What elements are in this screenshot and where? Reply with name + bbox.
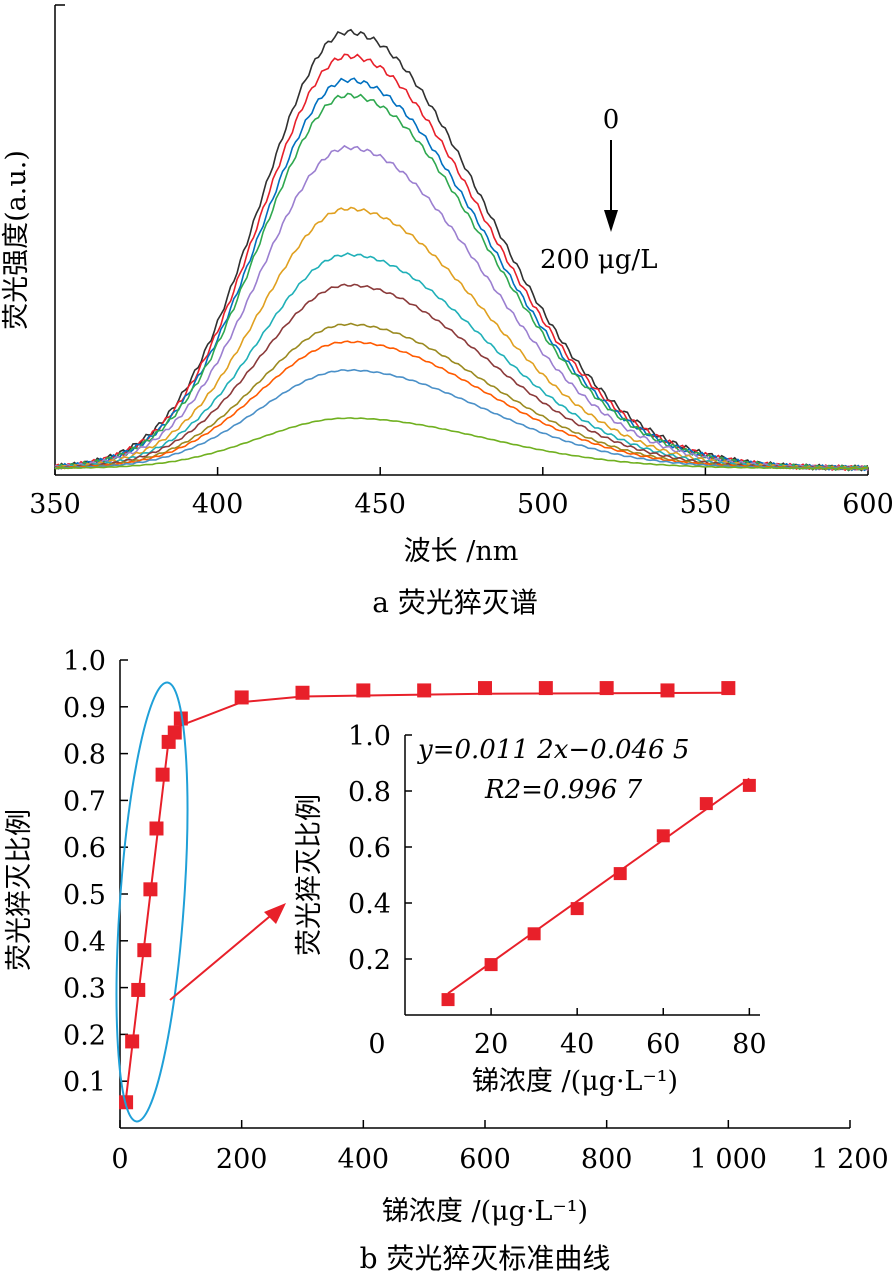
chart-a-series-line [54, 417, 868, 470]
chart-b-point [131, 982, 146, 997]
inset-point [441, 993, 455, 1007]
inset-xtick-label: 0 [368, 1029, 385, 1060]
inset-ytick-label: 0.4 [348, 889, 391, 920]
chart-a-xlabel: 波长 /nm [404, 536, 519, 567]
chart-a-xtick-label: 400 [192, 489, 244, 520]
chart-b-point [660, 683, 675, 698]
chart-b-xtick-label: 200 [216, 1144, 268, 1175]
chart-a-xtick-label: 450 [354, 489, 406, 520]
chart-a-series-line [54, 92, 869, 472]
chart-b-ticks: 0 200 400 600 800 1 000 1 2000.10.20.30.40.50.… [63, 646, 889, 1175]
inset-point [527, 927, 541, 941]
chart-a-xtick-label: 500 [517, 489, 569, 520]
chart-a-caption: a 荧光猝灭谱 [372, 586, 538, 619]
chart-a-series-line [54, 340, 869, 470]
chart-b-xtick-label: 1 200 [811, 1144, 888, 1175]
chart-b-point [721, 681, 736, 696]
chart-b-ytick-label: 0.2 [63, 1020, 106, 1051]
chart-a-annotation-bottom: 200 μg/L [540, 245, 657, 275]
chart-b-inset-pointer [169, 911, 276, 1001]
chart-b: 0 200 400 600 800 1 000 1 2000.10.20.30.40.50.… [4, 646, 889, 1275]
chart-b-ytick-label: 0.6 [63, 833, 106, 864]
chart-b-ytick-label: 1.0 [63, 646, 106, 677]
chart-a-xtick-label: 600 [842, 489, 894, 520]
chart-b-point [599, 681, 614, 696]
chart-a-annotation-top: 0 [603, 105, 620, 135]
chart-b-inset-pointer-head [264, 903, 286, 924]
chart-b-ytick-label: 0.9 [63, 693, 106, 724]
chart-b-xtick-label: 600 [459, 1144, 511, 1175]
chart-b-point [417, 683, 432, 698]
inset-r2: R2=0.996 7 [484, 775, 643, 805]
chart-b-point [538, 681, 553, 696]
chart-b-points [119, 681, 736, 1110]
inset-xlabel: 锑浓度 /(μg·L⁻¹) [472, 1066, 678, 1097]
inset-points [441, 778, 756, 1007]
chart-b-xtick-label: 800 [581, 1144, 633, 1175]
inset-xtick-label: 20 [474, 1029, 508, 1060]
chart-a-ticks: 350 400 450 500 550 600 [29, 467, 894, 520]
chart-b-point [356, 683, 371, 698]
chart-b-point [234, 690, 249, 705]
chart-b-point [137, 943, 152, 958]
chart-b-point [478, 681, 492, 696]
inset-ytick-label: 0.8 [348, 777, 391, 808]
inset-ticks: 0 20 40 60 80 0.2 0.4 0.6 0.8 1.0 [348, 721, 766, 1060]
chart-b-ytick-label: 0.5 [63, 880, 106, 911]
chart-b-xlabel: 锑浓度 /(μg·L⁻¹) [382, 1196, 588, 1227]
inset-ylabel: 荧光猝灭比例 [294, 794, 325, 956]
chart-b-ytick-label: 0.8 [63, 740, 106, 771]
chart-b-ytick-label: 0.7 [63, 786, 106, 817]
chart-b-ylabel: 荧光猝灭比例 [4, 809, 35, 971]
chart-b-point [149, 821, 164, 836]
inset-xtick-label: 40 [560, 1029, 594, 1060]
inset-point [699, 797, 713, 811]
chart-a-arrow-head [604, 210, 618, 232]
chart-a-ylabel: 荧光强度(a.u.) [1, 150, 32, 330]
inset-ytick-label: 0.2 [348, 945, 391, 976]
inset-point [484, 958, 498, 972]
chart-b-point [155, 767, 170, 782]
chart-b-xtick-label: 400 [338, 1144, 390, 1175]
inset-point [570, 902, 584, 916]
chart-b-point [295, 685, 310, 700]
inset-xtick-label: 60 [646, 1029, 680, 1060]
chart-b-ytick-label: 0.4 [63, 927, 106, 958]
inset-xtick-label: 80 [732, 1029, 766, 1060]
chart-a-xtick-label: 350 [29, 489, 81, 520]
inset-equation: y=0.011 2x−0.046 5 [417, 735, 689, 765]
inset-point [613, 867, 627, 881]
chart-a-series [54, 28, 869, 472]
chart-b-xtick-label: 0 [111, 1144, 128, 1175]
inset-fit-line-path [447, 777, 750, 995]
inset-ytick-label: 1.0 [348, 721, 391, 752]
chart-b-xtick-label: 1 000 [690, 1144, 767, 1175]
chart-a-xtick-label: 550 [680, 489, 732, 520]
chart-b-point [143, 882, 158, 897]
inset-fit-line [447, 777, 750, 995]
chart-a: 350 400 450 500 550 600 0 200 μg/L 荧光强度(a.u.)… [1, 4, 894, 619]
chart-b-ytick-label: 0.1 [63, 1067, 106, 1098]
inset-point [656, 829, 670, 843]
inset-ytick-label: 0.6 [348, 833, 391, 864]
chart-a-plot-area [55, 32, 868, 475]
chart-b-inset: 0 20 40 60 80 0.2 0.4 0.6 0.8 1.0 y=0.011 2x−0.04… [294, 721, 767, 1097]
chart-b-ytick-label: 0.3 [63, 974, 106, 1005]
chart-a-series-line [54, 144, 869, 471]
chart-b-highlight-ellipse [115, 681, 189, 1123]
chart-b-caption: b 荧光猝灭标准曲线 [360, 1242, 611, 1275]
chart-b-point [167, 725, 182, 740]
chart-a-series-line [54, 252, 869, 471]
inset-point [742, 778, 756, 792]
chart-b-point [125, 1034, 140, 1049]
chart-b-point [173, 711, 188, 726]
